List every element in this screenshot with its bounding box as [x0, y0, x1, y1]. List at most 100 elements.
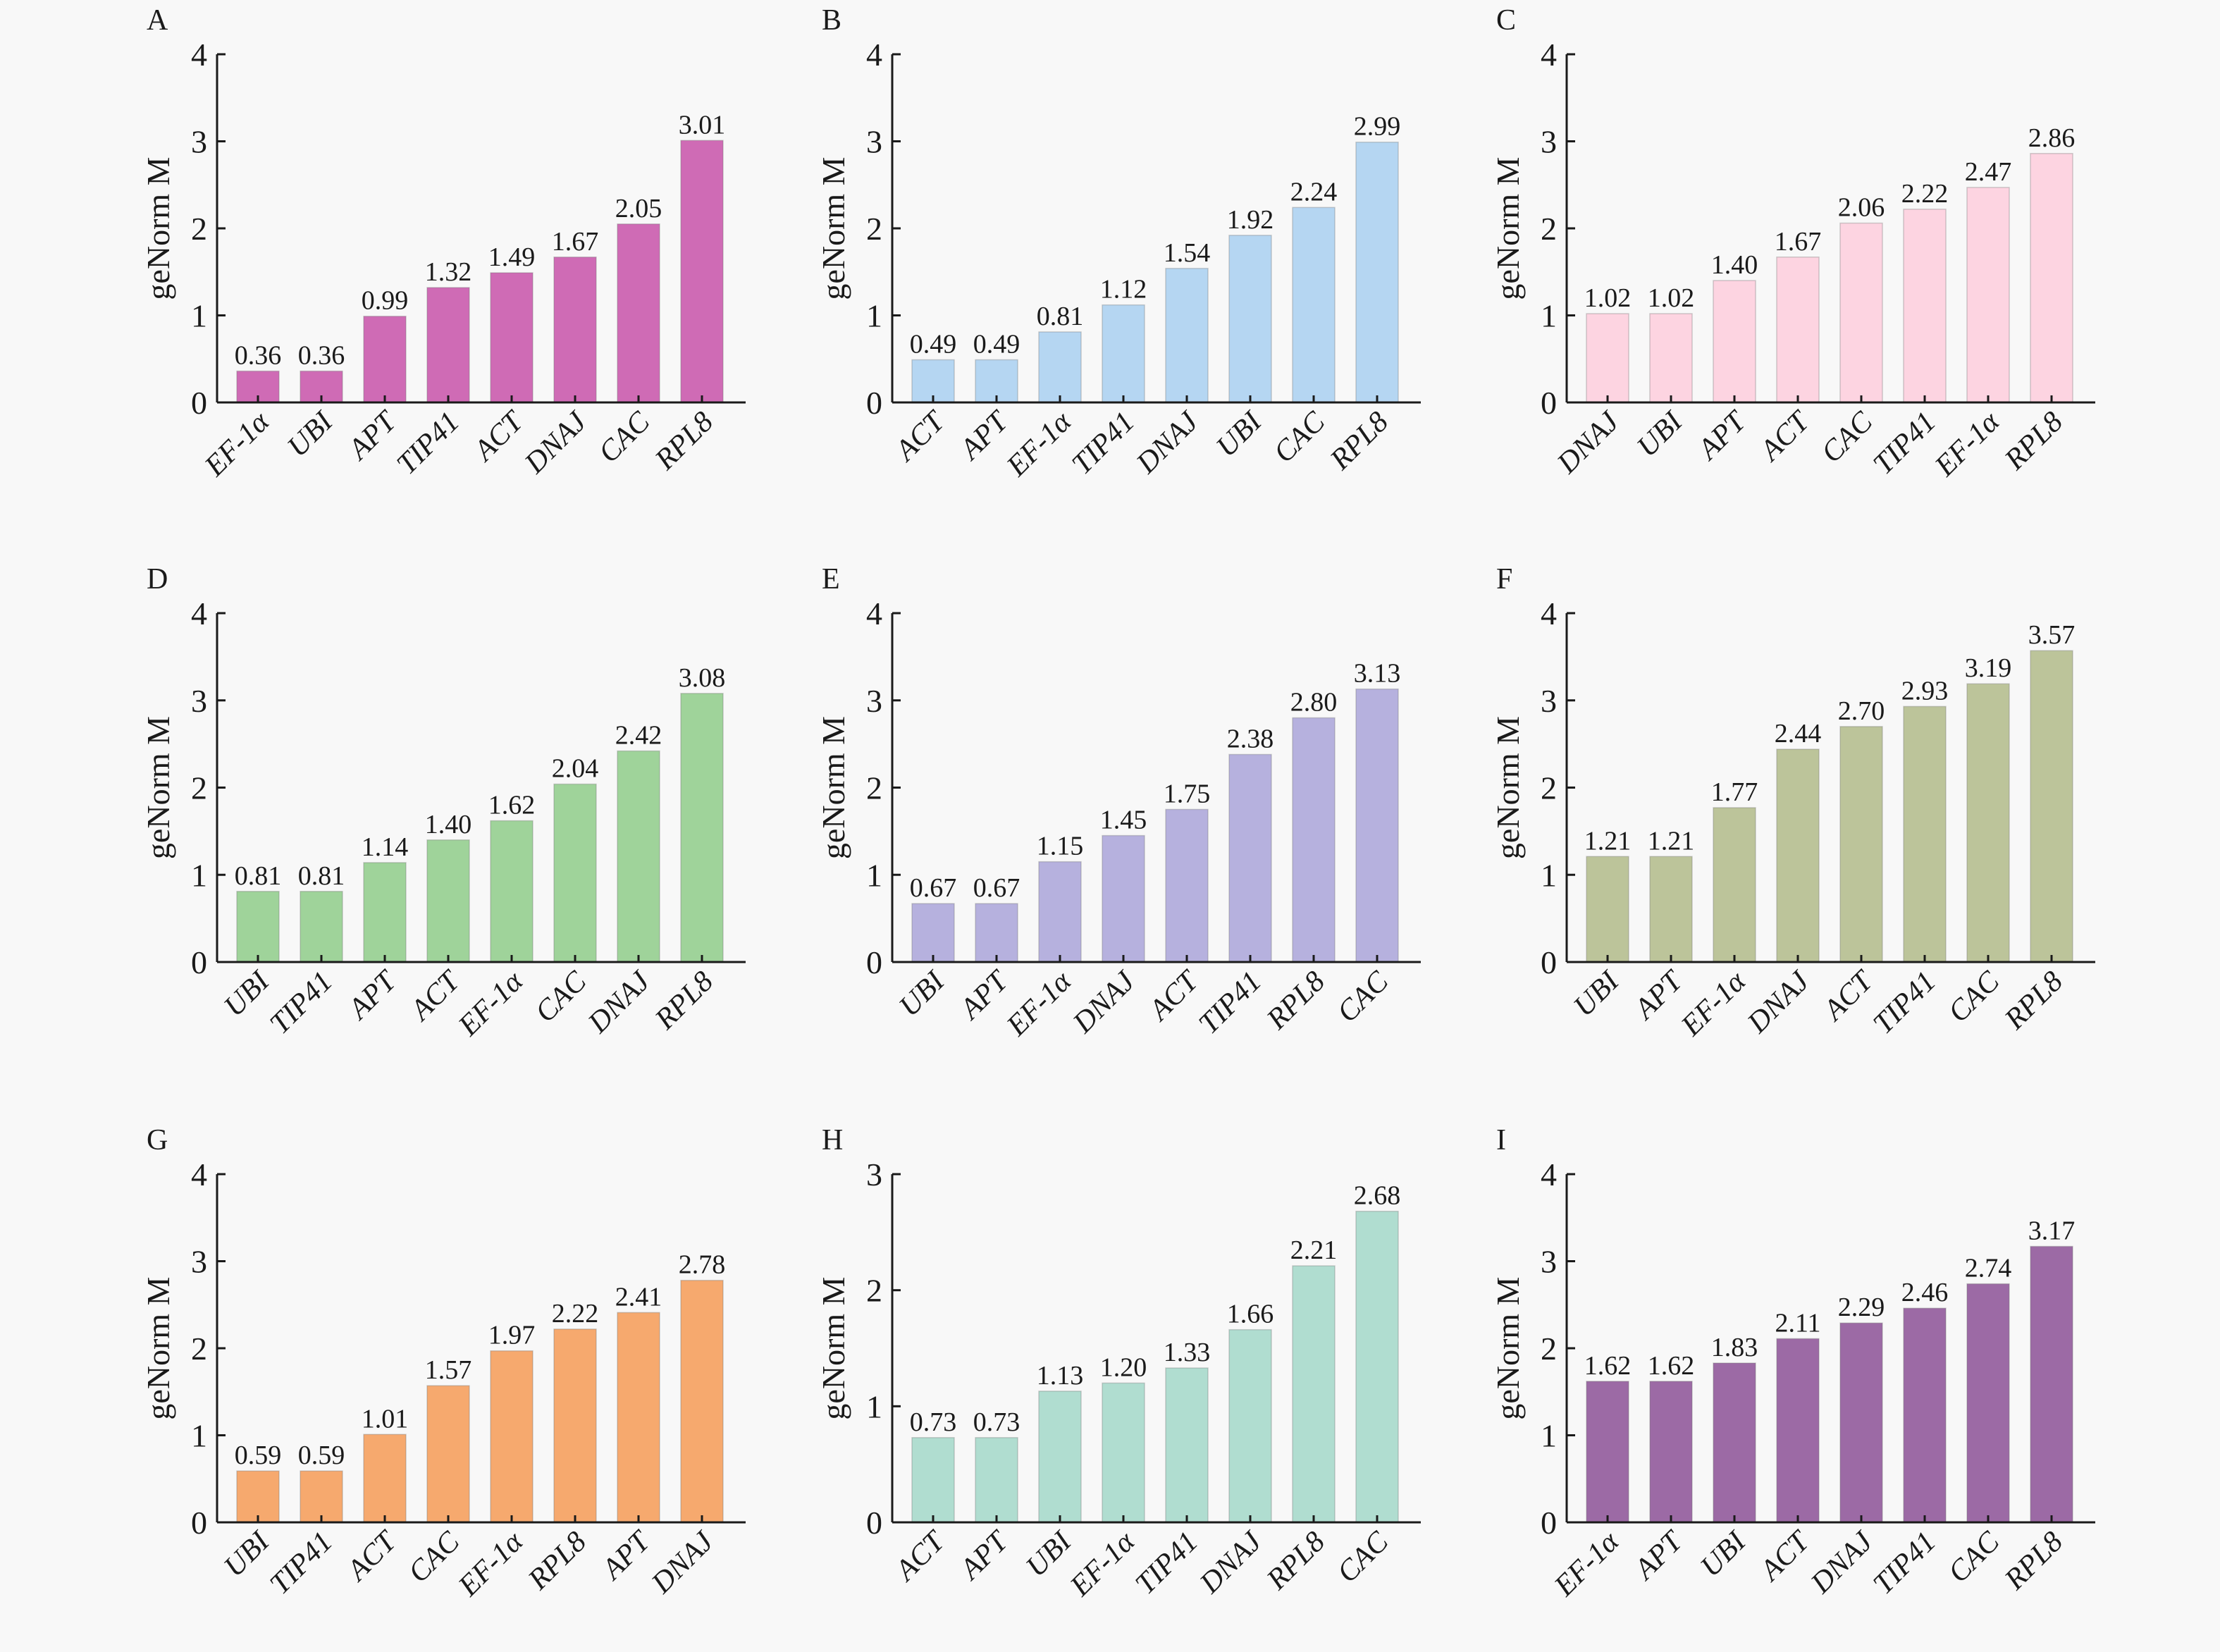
- y-tick-label: 4: [1541, 37, 1557, 73]
- y-tick-label: 0: [1541, 385, 1557, 421]
- bar: [911, 1437, 955, 1523]
- x-tick-label: UBI: [1567, 964, 1626, 1023]
- y-tick-label: 2: [191, 770, 207, 806]
- bar: [1292, 1265, 1336, 1523]
- y-tick-label: 2: [191, 1331, 207, 1367]
- bar-value-label: 1.33: [1164, 1338, 1211, 1367]
- bar-value-label: 2.06: [1838, 193, 1885, 223]
- x-tick-label: DNAJ: [645, 1524, 720, 1600]
- y-tick-label: 3: [1541, 683, 1557, 719]
- bar: [1292, 207, 1336, 403]
- x-tick-label: RPL8: [522, 1526, 593, 1597]
- x-tick-label: EF-1α: [1000, 405, 1078, 483]
- x-tick-label: EF-1α: [198, 405, 276, 483]
- y-tick-label: 3: [866, 1157, 882, 1192]
- x-tick-label: CAC: [529, 965, 593, 1029]
- bar-value-label: 0.81: [298, 861, 345, 891]
- bar: [1903, 1307, 1947, 1523]
- bar-value-label: 1.62: [488, 791, 536, 820]
- bar: [1038, 1391, 1082, 1523]
- bar: [2030, 650, 2073, 963]
- x-tick-label: DNAJ: [1550, 405, 1626, 480]
- y-tick-label: 4: [1541, 596, 1557, 631]
- x-tick-label: EF-1α: [452, 1525, 530, 1603]
- y-tick-label: 1: [1541, 857, 1557, 893]
- bar-value-label: 1.67: [1775, 227, 1822, 257]
- y-tick-label: 1: [866, 1388, 882, 1424]
- bar: [363, 1434, 407, 1523]
- y-tick-label: 2: [1541, 211, 1557, 247]
- y-axis-title: geNorm M: [1490, 1276, 1526, 1419]
- y-tick-label: 3: [191, 683, 207, 719]
- y-axis-title: geNorm M: [815, 156, 851, 300]
- y-tick-label: 0: [191, 1505, 207, 1541]
- bar-value-label: 3.01: [679, 110, 726, 140]
- bar-value-label: 1.01: [362, 1404, 409, 1434]
- y-axis-title: geNorm M: [815, 716, 851, 859]
- bar: [1586, 1381, 1629, 1523]
- bar-value-label: 2.38: [1227, 724, 1274, 753]
- bar: [1228, 1329, 1272, 1523]
- bar: [2030, 153, 2073, 403]
- y-tick-label: 3: [866, 683, 882, 719]
- y-axis-title: geNorm M: [140, 716, 176, 859]
- x-tick-label: CAC: [1268, 405, 1332, 469]
- panel-letter: D: [147, 563, 168, 596]
- bar-value-label: 2.68: [1354, 1181, 1401, 1211]
- y-tick-label: 0: [866, 944, 882, 980]
- bar: [1355, 688, 1399, 963]
- panel-letter: F: [1496, 563, 1512, 596]
- bar-value-label: 0.81: [235, 861, 282, 891]
- x-tick-label: DNAJ: [1804, 1524, 1880, 1600]
- x-tick-label: DNAJ: [581, 964, 657, 1040]
- y-tick-label: 4: [191, 596, 207, 631]
- y-tick-label: 4: [866, 596, 882, 631]
- y-tick-label: 2: [1541, 1331, 1557, 1367]
- bar-value-label: 1.13: [1037, 1361, 1084, 1391]
- bar: [553, 257, 597, 403]
- panel-letter: A: [147, 4, 168, 37]
- bar-value-label: 2.70: [1838, 696, 1885, 726]
- x-tick-label: UBI: [1210, 405, 1269, 463]
- bar-value-label: 1.15: [1037, 832, 1084, 861]
- x-tick-label: CAC: [1942, 1525, 2006, 1589]
- bar: [1776, 1338, 1820, 1523]
- y-tick-label: 1: [1541, 1418, 1557, 1454]
- y-tick-label: 2: [1541, 770, 1557, 806]
- bar: [1165, 1367, 1209, 1523]
- bar: [680, 140, 724, 403]
- x-tick-label: TIP41: [1867, 1526, 1942, 1601]
- x-tick-label: CAC: [1331, 1525, 1395, 1589]
- x-tick-label: DNAJ: [518, 405, 593, 480]
- bar-value-label: 1.14: [362, 832, 409, 862]
- bar: [1649, 313, 1693, 403]
- bar-value-label: 1.92: [1227, 205, 1274, 235]
- bar-value-label: 0.59: [235, 1441, 282, 1470]
- y-tick-label: 3: [191, 1244, 207, 1280]
- y-tick-label: 3: [1541, 124, 1557, 160]
- y-tick-label: 1: [191, 1418, 207, 1454]
- bar-value-label: 1.20: [1100, 1352, 1147, 1382]
- bar: [617, 750, 660, 963]
- x-tick-label: APT: [1691, 405, 1753, 467]
- x-tick-label: ACT: [888, 1524, 952, 1589]
- bar: [1903, 209, 1947, 403]
- bar: [300, 1470, 343, 1523]
- bar: [490, 820, 534, 963]
- bar-value-label: 2.11: [1775, 1308, 1820, 1338]
- bar-value-label: 1.02: [1584, 283, 1632, 313]
- x-tick-label: TIP41: [1129, 1526, 1204, 1601]
- x-tick-label: EF-1α: [452, 965, 530, 1043]
- y-tick-label: 1: [191, 857, 207, 893]
- x-tick-label: TIP41: [1192, 966, 1268, 1041]
- y-tick-label: 2: [191, 211, 207, 247]
- bar: [236, 1470, 280, 1523]
- y-tick-label: 2: [866, 211, 882, 247]
- x-tick-label: TIP41: [1867, 966, 1942, 1041]
- bar-value-label: 1.83: [1711, 1333, 1758, 1362]
- bar: [1839, 1322, 1883, 1523]
- bar-value-label: 2.42: [615, 721, 662, 751]
- y-tick-label: 3: [1541, 1244, 1557, 1280]
- bar: [1649, 856, 1693, 963]
- x-tick-label: ACT: [340, 1524, 404, 1589]
